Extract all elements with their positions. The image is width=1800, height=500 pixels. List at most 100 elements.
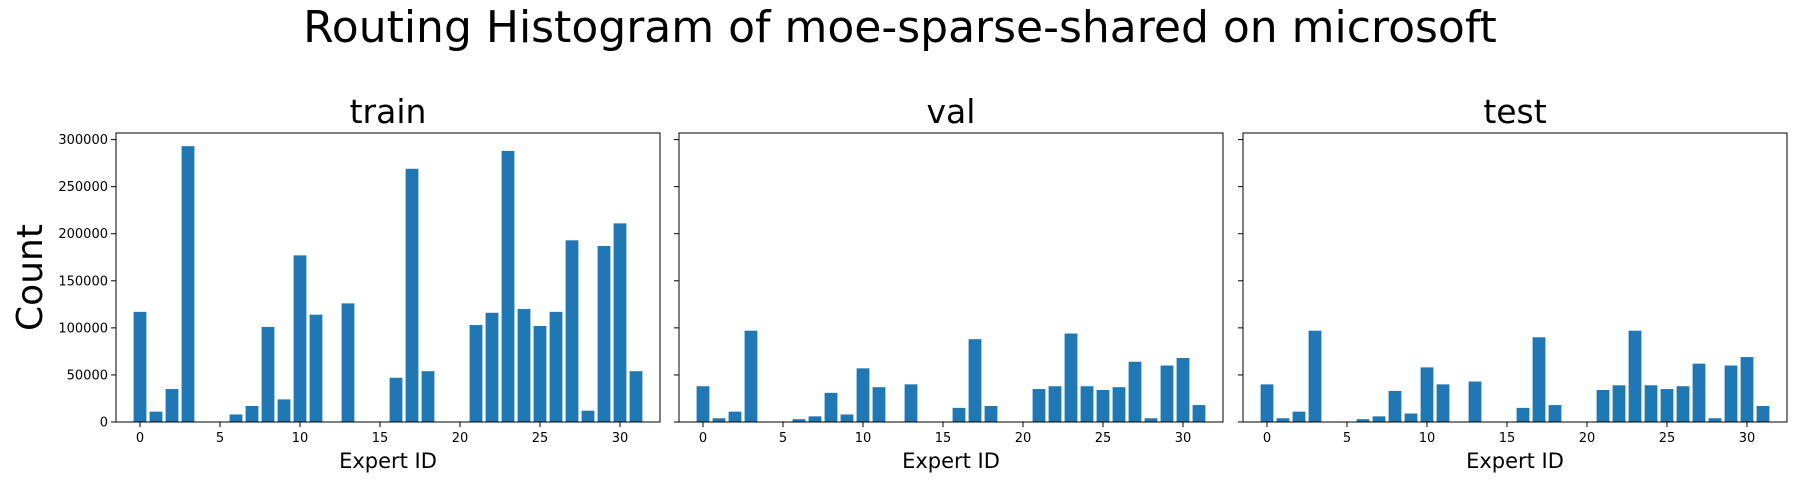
bar-test-expert-25: [1660, 389, 1674, 422]
x-tick-label-test-5: 5: [1343, 431, 1351, 446]
bar-train-expert-11: [309, 314, 323, 422]
bar-test-expert-31: [1756, 406, 1770, 422]
bar-val-expert-26: [1112, 387, 1126, 422]
bar-val-expert-3: [744, 330, 758, 422]
bar-test-expert-11: [1436, 384, 1450, 422]
bar-train-expert-1: [149, 411, 163, 422]
bar-val-expert-7: [808, 416, 822, 422]
bar-train-expert-23: [501, 150, 515, 422]
bar-val-expert-30: [1176, 357, 1190, 422]
bar-test-expert-3: [1308, 330, 1322, 422]
x-tick-label-train-20: 20: [452, 431, 469, 446]
bar-test-expert-9: [1404, 413, 1418, 422]
bar-test-expert-16: [1516, 407, 1530, 422]
bar-val-expert-31: [1192, 405, 1206, 422]
x-axis-label-val: Expert ID: [902, 449, 1000, 473]
bar-val-expert-29: [1160, 365, 1174, 422]
bar-val-expert-25: [1096, 389, 1110, 422]
y-tick-label-0: 0: [100, 416, 108, 431]
bar-val-expert-27: [1128, 361, 1142, 422]
bar-train-expert-9: [277, 399, 291, 422]
bar-test-expert-0: [1260, 384, 1274, 422]
bar-val-expert-10: [856, 368, 870, 422]
bar-train-expert-24: [517, 309, 531, 422]
bar-test-expert-26: [1676, 386, 1690, 422]
y-tick-label-300000: 300000: [58, 133, 108, 148]
bar-train-expert-22: [485, 312, 499, 422]
bar-train-expert-31: [629, 371, 643, 422]
bar-val-expert-0: [696, 386, 710, 422]
bar-train-expert-25: [533, 325, 547, 422]
x-tick-label-test-0: 0: [1263, 431, 1271, 446]
bar-test-expert-13: [1468, 381, 1482, 422]
x-tick-label-val-15: 15: [935, 431, 952, 446]
bar-test-expert-7: [1372, 416, 1386, 422]
bar-train-expert-8: [261, 326, 275, 422]
y-tick-label-50000: 50000: [67, 368, 108, 383]
bar-test-expert-8: [1388, 390, 1402, 422]
bar-val-expert-21: [1032, 389, 1046, 422]
y-tick-label-250000: 250000: [58, 180, 108, 195]
y-tick-label-200000: 200000: [58, 227, 108, 242]
bar-test-expert-30: [1740, 357, 1754, 422]
bar-test-expert-24: [1644, 385, 1658, 422]
axes-frame-test: [1242, 132, 1788, 423]
x-tick-label-val-5: 5: [779, 431, 787, 446]
x-axis-label-test: Expert ID: [1466, 449, 1564, 473]
x-tick-label-val-30: 30: [1175, 431, 1192, 446]
bar-train-expert-7: [245, 406, 259, 422]
bar-test-expert-17: [1532, 337, 1546, 422]
bar-val-expert-17: [968, 339, 982, 422]
x-tick-label-train-25: 25: [532, 431, 549, 446]
bar-val-expert-28: [1144, 418, 1158, 422]
bar-train-expert-27: [565, 240, 579, 422]
bar-val-expert-22: [1048, 386, 1062, 422]
bar-train-expert-21: [469, 325, 483, 422]
bar-train-expert-18: [421, 371, 435, 422]
bar-test-expert-28: [1708, 418, 1722, 422]
bar-train-expert-30: [613, 223, 627, 422]
bar-val-expert-11: [872, 387, 886, 422]
x-tick-label-test-30: 30: [1739, 431, 1756, 446]
bar-train-expert-13: [341, 303, 355, 422]
bar-test-expert-29: [1724, 365, 1738, 422]
y-axis-label: Count: [10, 224, 51, 331]
bar-val-expert-24: [1080, 386, 1094, 422]
bar-test-expert-18: [1548, 405, 1562, 422]
bar-val-expert-9: [840, 414, 854, 422]
bar-val-expert-13: [904, 384, 918, 422]
axes-frame-train: [115, 132, 661, 423]
x-tick-label-train-15: 15: [372, 431, 389, 446]
bar-val-expert-1: [712, 418, 726, 422]
bar-train-expert-10: [293, 255, 307, 422]
bar-test-expert-23: [1628, 330, 1642, 422]
x-tick-label-train-30: 30: [612, 431, 629, 446]
axes-frame-val: [678, 132, 1224, 423]
bar-train-expert-28: [581, 410, 595, 422]
x-tick-label-test-20: 20: [1579, 431, 1596, 446]
figure-title: Routing Histogram of moe-sparse-shared o…: [303, 2, 1497, 53]
x-tick-label-test-25: 25: [1659, 431, 1676, 446]
bar-train-expert-17: [405, 168, 419, 422]
x-tick-label-test-15: 15: [1499, 431, 1516, 446]
bar-val-expert-23: [1064, 333, 1078, 422]
subplot-title-test: test: [1483, 92, 1546, 131]
subplot-title-val: val: [927, 92, 976, 131]
x-tick-label-val-0: 0: [699, 431, 707, 446]
y-tick-label-150000: 150000: [58, 274, 108, 289]
bar-test-expert-2: [1292, 411, 1306, 422]
bar-train-expert-29: [597, 245, 611, 422]
x-axis-label-train: Expert ID: [339, 449, 437, 473]
x-tick-label-train-0: 0: [136, 431, 144, 446]
bar-test-expert-27: [1692, 363, 1706, 422]
bar-train-expert-0: [133, 311, 147, 422]
bar-val-expert-16: [952, 407, 966, 422]
bar-test-expert-10: [1420, 367, 1434, 422]
x-tick-label-val-20: 20: [1015, 431, 1032, 446]
bar-train-expert-26: [549, 311, 563, 422]
x-tick-label-val-10: 10: [855, 431, 872, 446]
bar-test-expert-22: [1612, 385, 1626, 422]
x-tick-label-train-10: 10: [292, 431, 309, 446]
bar-test-expert-21: [1596, 389, 1610, 422]
